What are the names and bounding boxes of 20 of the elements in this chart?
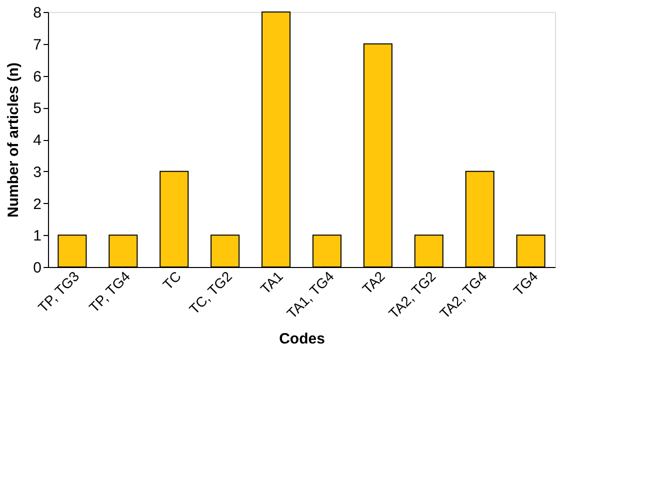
y-tick-label: 8	[33, 4, 42, 22]
x-tick-label: TA2, TG2	[385, 268, 439, 322]
y-tick-label: 4	[33, 132, 42, 149]
x-tick-label: TA2	[359, 268, 388, 297]
y-tick-label: 2	[33, 196, 42, 213]
x-tick-label: TA2, TG4	[436, 268, 490, 322]
x-tick-label: TC	[159, 268, 184, 293]
x-axis-title: Codes	[279, 330, 325, 348]
y-tick-label: 7	[33, 36, 42, 54]
y-tick-label: 0	[33, 260, 42, 276]
y-axis-title: Number of articles (n)	[5, 62, 22, 218]
x-tick-label: TG4	[510, 268, 541, 299]
y-tick-label: 6	[33, 68, 42, 86]
x-tick-label: TC, TG2	[186, 268, 236, 318]
x-tick-label: TA1, TG4	[284, 268, 338, 322]
y-tick-label: 5	[33, 100, 42, 118]
x-tick-label: TP, TG4	[86, 268, 134, 316]
y-tick-label: 3	[33, 164, 42, 181]
x-tick-label: TA1	[257, 268, 286, 297]
y-tick-label: 1	[33, 228, 42, 245]
